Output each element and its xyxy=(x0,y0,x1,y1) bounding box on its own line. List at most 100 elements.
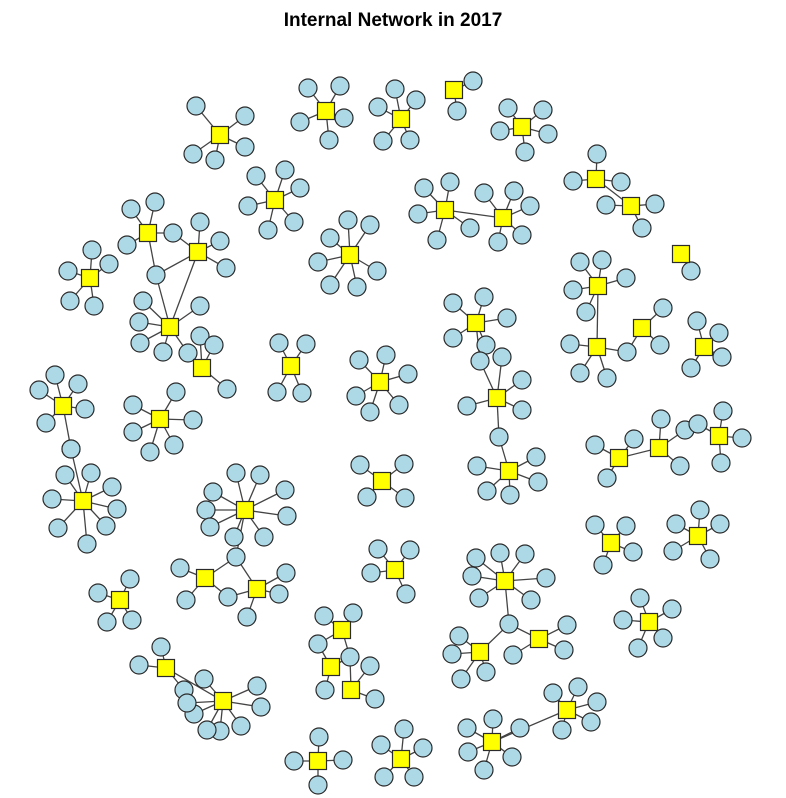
leaf-node xyxy=(276,563,296,583)
leaf-node xyxy=(653,298,673,318)
leaf-node xyxy=(497,308,517,328)
leaf-node xyxy=(298,78,318,98)
leaf-node xyxy=(290,178,310,198)
leaf-node xyxy=(275,480,295,500)
hub-node xyxy=(150,409,170,429)
leaf-node xyxy=(68,374,88,394)
leaf-node xyxy=(400,540,420,560)
leaf-node xyxy=(483,709,503,729)
hub-node xyxy=(391,749,411,769)
leaf-node xyxy=(320,275,340,295)
leaf-node xyxy=(526,447,546,467)
leaf-node xyxy=(204,335,224,355)
leaf-node xyxy=(368,97,388,117)
leaf-node xyxy=(308,252,328,272)
leaf-node xyxy=(503,645,523,665)
leaf-node xyxy=(570,252,590,272)
leaf-node xyxy=(60,291,80,311)
hub-node xyxy=(235,500,255,520)
leaf-node xyxy=(395,488,415,508)
leaf-node xyxy=(99,254,119,274)
leaf-node xyxy=(623,542,643,562)
leaf-node xyxy=(343,603,363,623)
leaf-node xyxy=(563,171,583,191)
leaf-node xyxy=(251,697,271,717)
leaf-node xyxy=(88,583,108,603)
hub-node xyxy=(609,448,629,468)
leaf-node xyxy=(476,335,496,355)
leaf-node xyxy=(404,767,424,787)
leaf-node xyxy=(442,644,462,664)
hub-node xyxy=(385,560,405,580)
leaf-node xyxy=(596,195,616,215)
leaf-node xyxy=(528,472,548,492)
leaf-node xyxy=(515,544,535,564)
hub-node xyxy=(649,438,669,458)
leaf-node xyxy=(151,637,171,657)
leaf-node xyxy=(662,599,682,619)
hub-node xyxy=(247,579,267,599)
hub-node xyxy=(73,491,93,511)
leaf-node xyxy=(554,640,574,660)
leaf-node xyxy=(650,335,670,355)
hub-node xyxy=(391,109,411,129)
hub-node xyxy=(639,612,659,632)
leaf-node xyxy=(709,323,729,343)
leaf-node xyxy=(121,199,141,219)
hub-node xyxy=(53,396,73,416)
hub-node xyxy=(435,200,455,220)
hub-node xyxy=(156,658,176,678)
leaf-node xyxy=(443,328,463,348)
leaf-node xyxy=(681,261,701,281)
leaf-node xyxy=(400,130,420,150)
leaf-node xyxy=(396,584,416,604)
leaf-node xyxy=(593,555,613,575)
leaf-node xyxy=(82,240,102,260)
leaf-node xyxy=(153,342,173,362)
leaf-node xyxy=(585,515,605,535)
leaf-node xyxy=(470,351,490,371)
leaf-node xyxy=(510,718,530,738)
hub-node xyxy=(160,317,180,337)
leaf-node xyxy=(218,587,238,607)
leaf-node xyxy=(254,527,274,547)
hub-node xyxy=(709,426,729,446)
leaf-node xyxy=(269,584,289,604)
leaf-node xyxy=(247,676,267,696)
leaf-node xyxy=(476,662,496,682)
leaf-node xyxy=(440,172,460,192)
leaf-node xyxy=(277,506,297,526)
leaf-node xyxy=(408,204,428,224)
hub-node xyxy=(265,190,285,210)
leaf-node xyxy=(42,489,62,509)
leaf-node xyxy=(389,395,409,415)
leaf-node xyxy=(406,90,426,110)
hub-node xyxy=(444,80,464,100)
leaf-node xyxy=(334,108,354,128)
leaf-node xyxy=(130,333,150,353)
leaf-node xyxy=(205,150,225,170)
leaf-node xyxy=(164,435,184,455)
leaf-node xyxy=(84,296,104,316)
leaf-node xyxy=(170,558,190,578)
leaf-node xyxy=(129,655,149,675)
leaf-node xyxy=(585,435,605,455)
network-edge xyxy=(596,285,599,348)
leaf-node xyxy=(360,402,380,422)
leaf-node xyxy=(347,277,367,297)
leaf-node xyxy=(488,232,508,252)
leaf-node xyxy=(512,400,532,420)
leaf-node xyxy=(557,615,577,635)
leaf-node xyxy=(398,364,418,384)
leaf-node xyxy=(449,626,469,646)
hub-node xyxy=(470,642,490,662)
hub-node xyxy=(281,356,301,376)
leaf-node xyxy=(145,192,165,212)
leaf-node xyxy=(290,112,310,132)
leaf-node xyxy=(611,172,631,192)
leaf-node xyxy=(489,427,509,447)
leaf-node xyxy=(713,401,733,421)
leaf-node xyxy=(250,465,270,485)
leaf-node xyxy=(284,212,304,232)
